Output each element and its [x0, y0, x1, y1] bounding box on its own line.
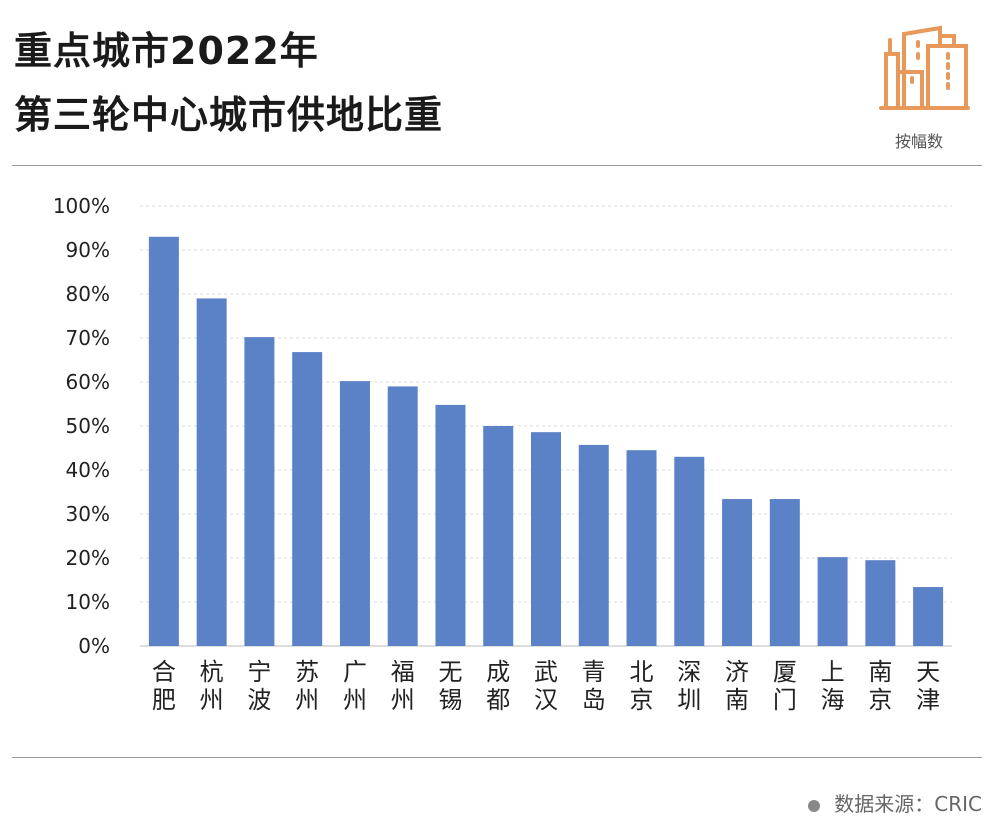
bar-青岛: [578, 444, 609, 646]
y-tick-label: 30%: [66, 502, 110, 526]
x-tick-label: 门: [773, 686, 797, 714]
bar-广州: [339, 381, 370, 646]
x-tick-label: 北: [630, 658, 654, 686]
y-tick-label: 90%: [66, 238, 110, 262]
bar-chart: 0%10%20%30%40%50%60%70%80%90%100%合肥杭州宁波苏…: [53, 194, 952, 714]
logo-caption: 按幅数: [895, 132, 944, 151]
bar-济南: [722, 499, 753, 646]
bar-深圳: [674, 456, 705, 646]
title-line-2: 第三轮中心城市供地比重: [14, 93, 444, 137]
x-tick-label: 苏: [295, 658, 319, 686]
bar-杭州: [196, 298, 227, 646]
bar-宁波: [244, 337, 275, 646]
x-tick-label: 广: [343, 658, 367, 686]
x-tick-label: 济: [725, 658, 749, 686]
bar-福州: [387, 386, 418, 646]
bar-上海: [817, 557, 848, 646]
y-tick-label: 0%: [78, 634, 110, 658]
y-tick-label: 80%: [66, 282, 110, 306]
bar-北京: [626, 450, 657, 646]
y-tick-label: 50%: [66, 414, 110, 438]
y-tick-label: 60%: [66, 370, 110, 394]
x-tick-label: 无: [438, 658, 462, 686]
x-tick-label: 合: [152, 658, 176, 686]
y-tick-label: 10%: [66, 590, 110, 614]
x-tick-label: 京: [630, 686, 654, 714]
x-tick-label: 京: [868, 686, 892, 714]
x-tick-label: 津: [916, 686, 940, 714]
x-tick-label: 南: [725, 686, 749, 714]
bar-合肥: [148, 236, 179, 647]
x-tick-label: 州: [295, 686, 319, 714]
bar-厦门: [769, 499, 800, 646]
y-tick-label: 100%: [53, 194, 110, 218]
x-tick-label: 圳: [677, 686, 701, 714]
x-tick-label: 汉: [534, 686, 558, 714]
x-tick-label: 厦: [773, 658, 797, 686]
bullet-icon: [808, 799, 821, 812]
x-tick-label: 都: [486, 686, 510, 714]
top-divider: [12, 165, 982, 166]
x-tick-label: 福: [391, 658, 415, 686]
x-tick-label: 州: [391, 686, 415, 714]
x-tick-label: 成: [486, 658, 510, 686]
x-tick-label: 海: [821, 686, 845, 714]
buildings-logo-icon: [879, 25, 970, 110]
bar-天津: [913, 587, 944, 646]
x-tick-label: 肥: [152, 686, 176, 714]
x-tick-label: 杭: [200, 658, 224, 686]
y-tick-label: 70%: [66, 326, 110, 350]
bar-无锡: [435, 404, 466, 646]
x-tick-label: 南: [868, 658, 892, 686]
bar-武汉: [531, 432, 561, 646]
x-tick-label: 岛: [582, 686, 606, 714]
source-note: 数据来源：CRIC: [808, 788, 982, 817]
x-tick-label: 深: [677, 658, 701, 686]
y-tick-label: 20%: [66, 546, 110, 570]
title-line-1: 重点城市2022年: [14, 29, 319, 73]
x-tick-label: 波: [247, 686, 271, 714]
x-tick-label: 天: [916, 658, 940, 686]
y-tick-label: 40%: [66, 458, 110, 482]
bar-南京: [865, 560, 896, 646]
bar-苏州: [292, 352, 323, 646]
bottom-divider: [12, 757, 982, 758]
x-tick-label: 锡: [438, 686, 462, 714]
x-tick-label: 青: [582, 658, 606, 686]
x-tick-label: 州: [200, 686, 224, 714]
x-tick-label: 武: [534, 658, 558, 686]
x-tick-label: 州: [343, 686, 367, 714]
bar-成都: [483, 426, 514, 646]
source-text: 数据来源：CRIC: [834, 792, 982, 816]
x-tick-label: 宁: [247, 658, 271, 686]
x-tick-label: 上: [821, 658, 845, 686]
